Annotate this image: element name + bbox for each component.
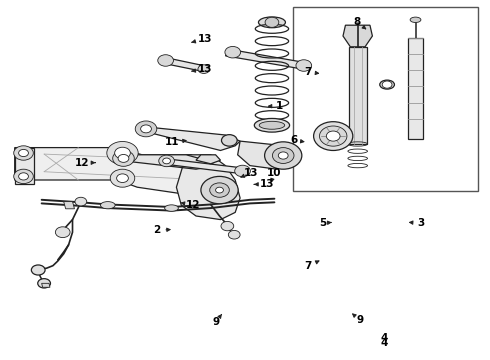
Polygon shape <box>162 58 208 72</box>
Text: 13: 13 <box>254 179 274 189</box>
Circle shape <box>319 126 347 146</box>
Circle shape <box>201 176 238 204</box>
Bar <box>408 38 423 139</box>
Polygon shape <box>176 155 240 220</box>
Circle shape <box>55 227 70 238</box>
Text: 4: 4 <box>381 338 389 348</box>
Circle shape <box>278 152 288 159</box>
Circle shape <box>314 122 353 150</box>
Text: 11: 11 <box>165 137 186 147</box>
Polygon shape <box>64 202 74 209</box>
Text: 1: 1 <box>269 101 283 111</box>
Circle shape <box>135 121 157 137</box>
Circle shape <box>163 158 171 164</box>
Text: 8: 8 <box>353 17 366 29</box>
Text: 7: 7 <box>304 67 318 77</box>
Text: 13: 13 <box>192 34 212 44</box>
Circle shape <box>38 279 50 288</box>
Circle shape <box>14 169 33 184</box>
Circle shape <box>159 155 174 167</box>
Ellipse shape <box>100 202 115 209</box>
Text: 3: 3 <box>410 218 425 228</box>
Ellipse shape <box>165 205 178 211</box>
Circle shape <box>113 150 134 166</box>
Circle shape <box>216 187 223 193</box>
Bar <box>293 7 478 191</box>
Circle shape <box>210 183 229 197</box>
Text: 7: 7 <box>304 261 319 271</box>
Circle shape <box>221 135 237 146</box>
Circle shape <box>118 154 129 162</box>
Circle shape <box>235 165 250 177</box>
Circle shape <box>382 81 392 88</box>
Circle shape <box>296 60 312 71</box>
Polygon shape <box>225 50 308 69</box>
Text: 13: 13 <box>241 168 259 178</box>
Ellipse shape <box>259 121 285 129</box>
Text: 6: 6 <box>291 135 304 145</box>
Text: 5: 5 <box>319 218 332 228</box>
Polygon shape <box>15 148 206 194</box>
Circle shape <box>265 17 279 27</box>
Circle shape <box>31 265 45 275</box>
Bar <box>349 47 367 144</box>
Polygon shape <box>343 25 372 47</box>
Text: 12: 12 <box>181 200 201 210</box>
Circle shape <box>225 46 241 58</box>
Text: 4: 4 <box>381 333 389 343</box>
Circle shape <box>19 149 28 157</box>
Ellipse shape <box>254 118 290 132</box>
Polygon shape <box>162 159 247 174</box>
Circle shape <box>158 55 173 66</box>
Circle shape <box>326 131 340 141</box>
Text: 9: 9 <box>353 314 364 325</box>
Ellipse shape <box>380 80 394 89</box>
Text: 10: 10 <box>267 168 282 182</box>
Text: 9: 9 <box>212 314 221 327</box>
Circle shape <box>198 65 210 73</box>
Circle shape <box>107 141 138 165</box>
Circle shape <box>117 174 128 183</box>
Circle shape <box>75 197 87 206</box>
Circle shape <box>272 148 294 163</box>
Polygon shape <box>113 155 216 169</box>
Polygon shape <box>42 283 50 287</box>
Circle shape <box>221 221 234 231</box>
Circle shape <box>265 142 302 169</box>
Ellipse shape <box>259 17 285 28</box>
Polygon shape <box>196 155 220 164</box>
Ellipse shape <box>410 17 421 22</box>
Polygon shape <box>137 126 240 150</box>
Polygon shape <box>15 148 34 184</box>
Circle shape <box>19 173 28 180</box>
Circle shape <box>228 230 240 239</box>
Text: 12: 12 <box>75 158 95 168</box>
Circle shape <box>110 169 135 187</box>
Circle shape <box>14 146 33 160</box>
Text: 2: 2 <box>153 225 170 235</box>
Circle shape <box>115 147 130 159</box>
Text: 13: 13 <box>192 64 212 74</box>
Polygon shape <box>238 141 292 169</box>
Circle shape <box>141 125 151 133</box>
